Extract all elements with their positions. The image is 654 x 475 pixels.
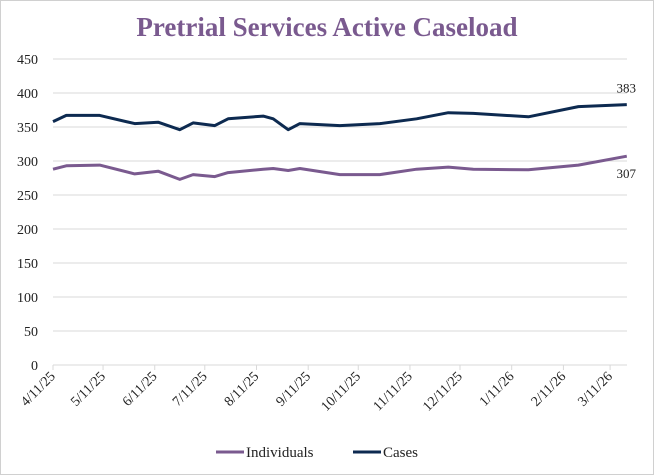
y-tick-label: 450 <box>17 53 38 68</box>
y-tick-label: 150 <box>17 257 38 272</box>
y-tick-label: 300 <box>17 155 38 170</box>
y-tick-label: 50 <box>24 325 38 340</box>
y-tick-label: 0 <box>31 359 38 374</box>
legend-label: Individuals <box>246 445 314 461</box>
chart-title: Pretrial Services Active Caseload <box>136 12 517 42</box>
data-label-individuals: 307 <box>617 166 637 181</box>
legend-label: Cases <box>383 445 418 461</box>
y-tick-label: 350 <box>17 121 38 136</box>
data-label-cases: 383 <box>617 81 637 96</box>
y-tick-label: 100 <box>17 291 38 306</box>
y-tick-label: 400 <box>17 87 38 102</box>
y-tick-label: 200 <box>17 223 38 238</box>
y-tick-label: 250 <box>17 189 38 204</box>
series-line-individuals <box>52 154 628 181</box>
series-line-cases <box>52 103 627 132</box>
